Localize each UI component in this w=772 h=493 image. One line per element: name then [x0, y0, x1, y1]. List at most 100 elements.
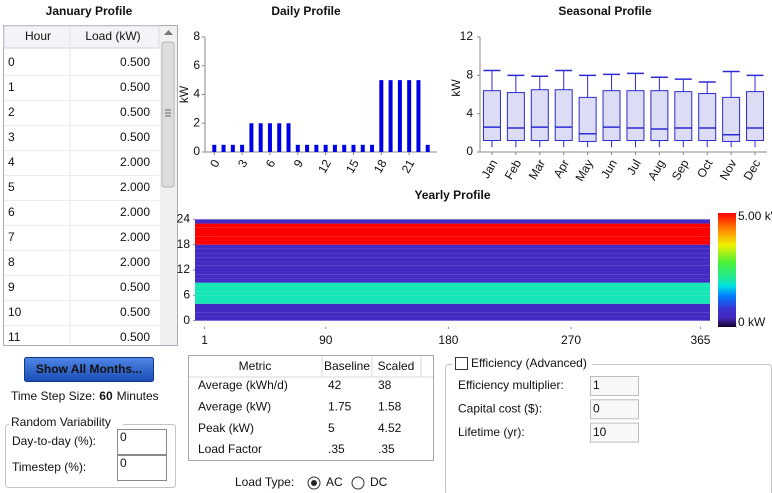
bar [249, 123, 254, 152]
text-input[interactable] [590, 399, 639, 420]
y-tick-label: 0 [183, 313, 190, 327]
y-tick-label: 18 [177, 237, 191, 251]
group-title: Random Variability [11, 415, 111, 429]
x-tick-label: 270 [561, 333, 581, 347]
box [554, 89, 573, 142]
x-tick-label: 180 [438, 333, 458, 347]
text-input[interactable] [117, 429, 167, 455]
bar [230, 144, 235, 152]
box [506, 92, 525, 142]
heatmap-band [195, 227, 710, 232]
bar [212, 144, 217, 152]
text-input[interactable] [590, 422, 639, 443]
bar [370, 144, 375, 152]
bar [286, 123, 291, 152]
group-title: Efficiency (Advanced) [471, 356, 587, 370]
heatmap-band [195, 303, 710, 308]
input-value: 0 [120, 430, 127, 444]
heatmap-band [195, 316, 710, 321]
input-value: 0 [593, 401, 600, 415]
x-tick-label: 18 [371, 157, 390, 176]
chart-title: Seasonal Profile [558, 4, 652, 18]
field-label: Timestep (%): [12, 460, 86, 474]
chart-title: Yearly Profile [414, 188, 490, 202]
time-step-value: 60 [99, 389, 113, 403]
heatmap-band [195, 257, 710, 262]
bar [342, 144, 347, 152]
heatmap-band [195, 248, 710, 254]
x-tick-label: 21 [399, 157, 418, 176]
x-tick-label: 1 [201, 333, 208, 347]
bar [277, 123, 282, 152]
cell: 1.75 [328, 399, 352, 413]
bar [397, 80, 402, 152]
cell: 2.000 [120, 205, 150, 219]
table-frame [3, 25, 178, 346]
x-tick-label: Jul [624, 157, 644, 177]
heatmap-band [195, 261, 710, 266]
group-title-bg [452, 356, 592, 372]
cell: 0.500 [120, 330, 150, 344]
bar [407, 80, 412, 152]
x-tick-label: 15 [343, 157, 362, 176]
cell: 42 [328, 378, 342, 392]
column-header: Baseline [324, 359, 370, 373]
y-axis-label: kW [449, 79, 463, 97]
cell: Peak (kW) [198, 421, 254, 435]
box [698, 93, 717, 141]
cell: 0.500 [120, 80, 150, 94]
cell: Average (kW) [198, 399, 271, 413]
text-input[interactable] [117, 455, 167, 481]
column-header: Hour [25, 29, 51, 43]
field-label: Efficiency multiplier: [458, 378, 564, 392]
heatmap-band [195, 274, 710, 279]
heatmap-band [195, 236, 710, 241]
column-header: Scaled [378, 359, 415, 373]
colorbar [718, 213, 736, 327]
bar [416, 80, 421, 152]
cell: Average (kWh/d) [198, 378, 288, 392]
text-input[interactable] [590, 376, 639, 396]
y-tick-label: 8 [466, 68, 473, 82]
cell: 5 [328, 421, 335, 435]
field-label: Day-to-day (%): [12, 434, 96, 448]
cell: 0.500 [120, 305, 150, 319]
scrollbar-thumb[interactable] [161, 41, 175, 188]
radio-button[interactable] [351, 476, 365, 490]
y-tick-label: 4 [193, 87, 200, 101]
bar [221, 144, 226, 152]
box [626, 90, 645, 141]
box [746, 91, 765, 141]
colorbar-label: 0 kW [738, 315, 766, 329]
bar [295, 144, 300, 152]
cell: 10 [8, 305, 22, 319]
cell: 0.500 [120, 55, 150, 69]
y-tick-label: 6 [183, 288, 190, 302]
field-label: Load Type: [235, 475, 294, 489]
checkbox[interactable] [455, 357, 468, 370]
heatmap-band [195, 265, 710, 270]
cell: 6 [8, 205, 15, 219]
box [578, 96, 597, 142]
heatmap-band [195, 282, 710, 287]
heatmap-band [195, 244, 710, 249]
bar [425, 144, 430, 152]
y-tick-label: 2 [193, 115, 200, 129]
bar [379, 80, 384, 152]
heatmap-band [195, 253, 710, 258]
x-tick-label: 365 [690, 333, 710, 347]
y-tick-label: 6 [193, 58, 200, 72]
heatmap-band [195, 312, 710, 317]
input-value: 1 [593, 378, 600, 392]
time-step-label: Time Step Size: [11, 389, 95, 403]
show-all-months-button[interactable] [24, 357, 154, 382]
cell: 1 [8, 80, 15, 94]
y-axis-label: kW [177, 85, 191, 103]
bar [305, 144, 310, 152]
heatmap-band [195, 240, 710, 245]
metrics-frame [188, 355, 434, 461]
x-tick-label: 90 [319, 333, 333, 347]
y-tick-label: 12 [177, 262, 191, 276]
time-step-unit: Minutes [117, 389, 159, 403]
